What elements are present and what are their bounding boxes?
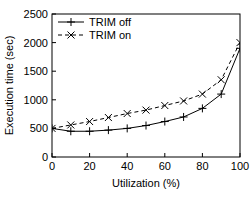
marker — [68, 32, 75, 39]
x-tick-label: 40 — [121, 160, 133, 172]
marker — [104, 126, 112, 134]
marker — [86, 118, 93, 125]
marker — [218, 76, 225, 83]
x-tick — [89, 153, 90, 157]
marker — [237, 39, 241, 46]
marker — [180, 97, 187, 104]
x-tick-label: 60 — [159, 160, 171, 172]
y-tick-label: 1000 — [24, 94, 48, 106]
marker — [123, 124, 131, 132]
marker — [199, 91, 206, 98]
x-tick-label: 100 — [231, 160, 249, 172]
series-line — [52, 43, 240, 129]
y-tick — [52, 71, 56, 72]
y-tick-label: 0 — [42, 151, 48, 163]
x-tick — [164, 153, 165, 157]
y-tick-label: 1500 — [24, 65, 48, 77]
x-tick — [202, 153, 203, 157]
marker — [180, 113, 188, 121]
marker — [161, 102, 168, 109]
x-tick-label: 20 — [83, 160, 95, 172]
y-tick — [52, 99, 56, 100]
marker — [67, 121, 74, 128]
y-tick-label: 2000 — [24, 37, 48, 49]
series-line — [52, 48, 240, 131]
x-tick — [127, 153, 128, 157]
y-tick-label: 500 — [30, 122, 48, 134]
marker — [52, 125, 56, 132]
legend-label: TRIM on — [89, 29, 131, 41]
y-axis-label: Execution time (sec) — [3, 36, 15, 136]
marker — [67, 18, 75, 26]
legend-label: TRIM off — [89, 16, 132, 28]
marker — [105, 114, 112, 121]
plot-area — [52, 39, 240, 135]
marker — [124, 110, 131, 117]
marker — [161, 118, 169, 126]
y-tick-label: 2500 — [24, 8, 48, 20]
marker — [217, 90, 225, 98]
marker — [86, 127, 94, 135]
plot-frame — [52, 14, 240, 157]
x-axis-label: Utilization (%) — [112, 177, 180, 189]
x-tick-label: 80 — [196, 160, 208, 172]
x-tick-label: 0 — [49, 160, 55, 172]
y-tick — [52, 42, 56, 43]
marker — [198, 104, 206, 112]
marker — [142, 122, 150, 130]
marker — [143, 107, 150, 114]
